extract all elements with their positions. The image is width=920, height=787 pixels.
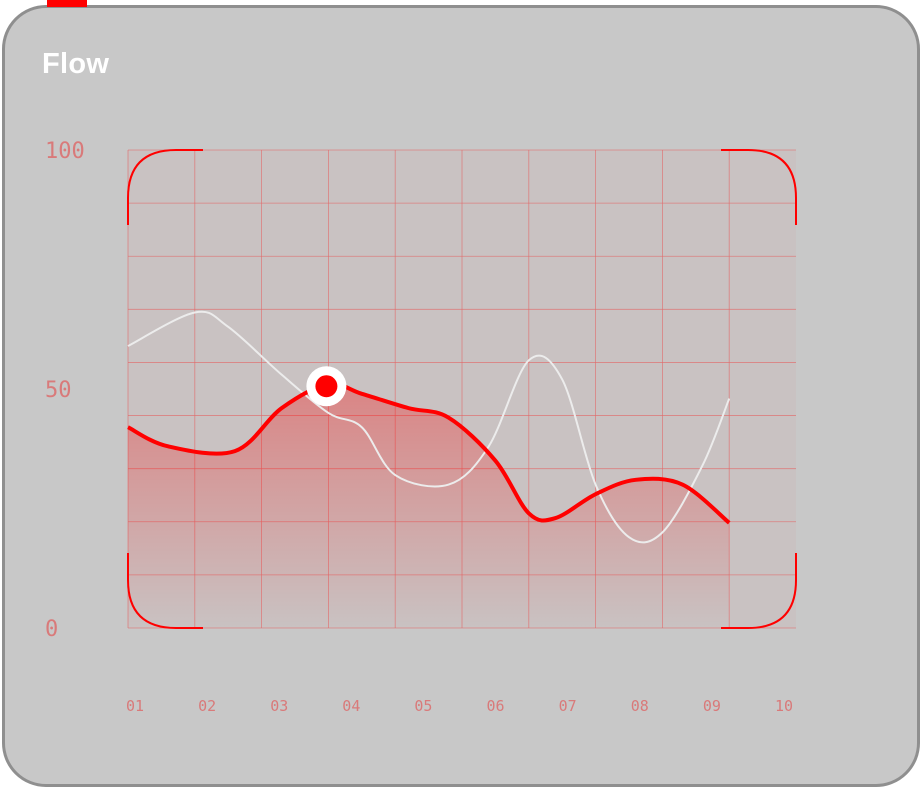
highlight-marker-dot	[315, 375, 338, 398]
y-tick-label: 50	[45, 378, 72, 403]
corner-bracket	[721, 553, 797, 629]
x-tick-label: 01	[126, 697, 144, 715]
x-tick-label: 07	[559, 697, 577, 715]
y-tick-label: 0	[45, 617, 58, 642]
accent-tab-marker	[47, 0, 87, 7]
x-tick-label: 04	[342, 697, 360, 715]
series-line-primary	[127, 381, 731, 525]
x-tick-label: 06	[487, 697, 505, 715]
corner-bracket	[127, 149, 203, 225]
primary-area-fill	[128, 383, 730, 628]
y-tick-label: 100	[45, 139, 85, 164]
x-axis-ticks: 01 02 03 04 05 06 07 08 09 10	[126, 697, 793, 715]
chart-title: Flow	[42, 48, 110, 80]
x-tick-label: 05	[414, 697, 432, 715]
y-axis-ticks: 100 50 0	[45, 139, 85, 642]
highlight-point-marker[interactable]	[306, 366, 347, 407]
x-tick-label: 08	[631, 697, 649, 715]
x-tick-label: 09	[703, 697, 721, 715]
x-tick-label: 03	[270, 697, 288, 715]
x-tick-label: 10	[775, 697, 793, 715]
corner-bracket	[721, 149, 797, 225]
series-line-secondary	[127, 310, 731, 544]
x-tick-label: 02	[198, 697, 216, 715]
